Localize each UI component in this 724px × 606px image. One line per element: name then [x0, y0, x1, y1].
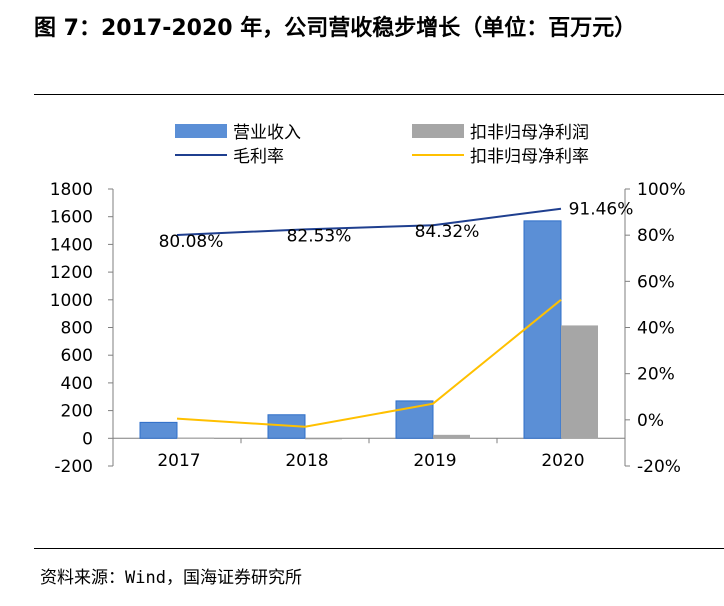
- x-axis-tick-label: 2020: [541, 451, 584, 471]
- figure-title: 图 7：2017-2020 年，公司营收稳步增长（单位：百万元）: [34, 16, 637, 41]
- net-profit-bar-2019: [433, 434, 470, 439]
- x-axis-tick-label: 2018: [285, 451, 328, 471]
- gross-margin-data-label: 80.08%: [159, 232, 224, 252]
- gross-margin-data-label: 82.53%: [287, 226, 352, 246]
- left-axis-tick-label: 600: [61, 346, 93, 366]
- left-axis-tick-label: 800: [61, 319, 93, 339]
- source-rule: [34, 548, 724, 549]
- legend-label: 扣非归母净利润: [470, 123, 589, 143]
- revenue-bar-2017: [139, 421, 178, 439]
- bars: [139, 220, 598, 440]
- right-axis-tick-label: 0%: [637, 411, 664, 431]
- legend-swatch-0: [175, 124, 227, 138]
- data-labels: 80.08% 82.53% 84.32% 91.46%: [159, 200, 634, 252]
- title-rule: [34, 94, 724, 95]
- x-axis-tick-label: 2019: [413, 451, 456, 471]
- right-axis-tick-label: 60%: [637, 272, 675, 292]
- left-axis-tick-label: 1200: [50, 263, 93, 283]
- revenue-bar-2020: [523, 220, 562, 439]
- legend-swatch-1: [412, 124, 464, 138]
- x-axis-tick-label: 2017: [157, 451, 200, 471]
- net-profit-bar-2018: [305, 438, 342, 440]
- right-axis-tick-label: 20%: [637, 365, 675, 385]
- gross-margin-data-label: 91.46%: [569, 200, 634, 220]
- left-axis-tick-label: 1600: [50, 208, 93, 228]
- gross-margin-line: [176, 207, 562, 236]
- right-axis-tick-label: 100%: [637, 180, 686, 200]
- axes: 1800 1600 1400 1200 1000 800 600 400 200 0 -200 100…: [50, 180, 686, 477]
- left-axis-tick-label: 0: [82, 429, 93, 449]
- right-axis-tick-label: -20%: [637, 457, 681, 477]
- left-axis-tick-label: -200: [54, 457, 93, 477]
- left-axis-tick-label: 200: [61, 402, 93, 422]
- right-axis-tick-label: 80%: [637, 226, 675, 246]
- left-axis-tick-label: 400: [61, 374, 93, 394]
- legend-label: 毛利率: [233, 147, 284, 167]
- lines: [176, 207, 562, 428]
- net-margin-line: [176, 299, 562, 428]
- figure-source: 资料来源：Wind，国海证券研究所: [40, 568, 302, 588]
- left-axis-tick-label: 1000: [50, 291, 93, 311]
- net-profit-bar-2020: [561, 325, 598, 439]
- net-profit-bar-2017: [177, 437, 214, 439]
- left-axis-tick-label: 1800: [50, 180, 93, 200]
- right-axis-tick-label: 40%: [637, 319, 675, 339]
- legend-label: 扣非归母净利率: [470, 147, 589, 167]
- left-axis-tick-label: 1400: [50, 235, 93, 255]
- legend-label: 营业收入: [233, 123, 301, 143]
- gross-margin-data-label: 84.32%: [415, 222, 480, 242]
